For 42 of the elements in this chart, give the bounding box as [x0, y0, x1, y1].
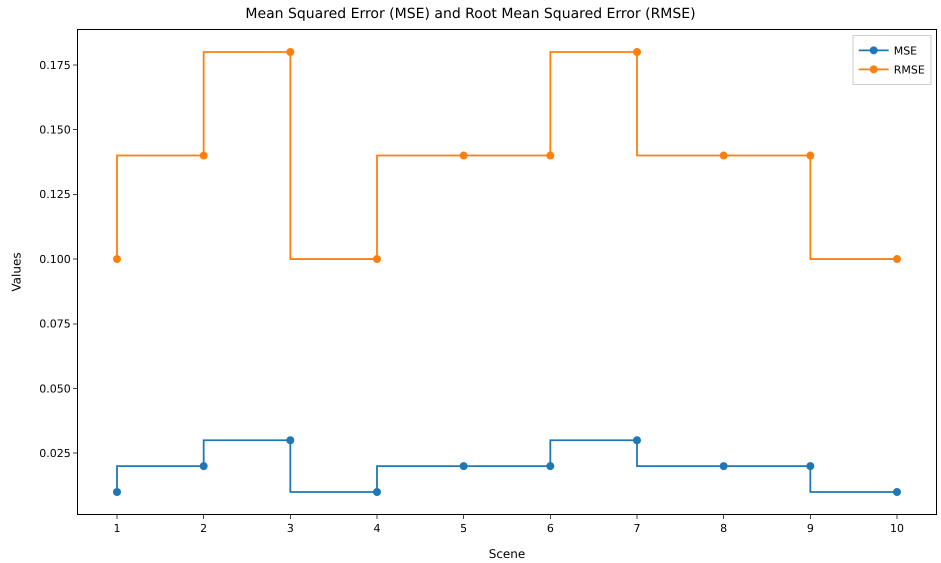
point [373, 488, 381, 496]
point [460, 152, 468, 160]
x-tick-label: 8 [720, 522, 728, 536]
point [546, 462, 554, 470]
y-axis-title: Values [10, 252, 24, 292]
x-tick-label: 5 [460, 522, 468, 536]
x-tick-label: 1 [114, 522, 120, 536]
y-tick-label: 0.175 [39, 58, 71, 72]
point [806, 152, 814, 160]
point [286, 48, 294, 56]
y-tick-label: 0.075 [39, 318, 71, 331]
point [373, 255, 381, 264]
point [893, 488, 901, 496]
x-axis-title: Scene [488, 547, 526, 562]
x-tick-label: 9 [806, 522, 814, 536]
chart-title: Mean Squared Error (MSE) and Root Mean Squared Error (RMSE) [245, 6, 696, 22]
point [893, 255, 901, 264]
y-tick-label: 0.025 [39, 447, 71, 460]
point [806, 462, 814, 470]
point [633, 436, 641, 444]
y-tick-label: 0.050 [39, 382, 71, 396]
point [113, 488, 121, 496]
x-tick-label: 6 [546, 522, 554, 536]
point [200, 462, 208, 470]
point [113, 255, 121, 264]
legend-label: MSE [894, 44, 918, 58]
x-tick-label: 4 [374, 522, 380, 536]
x-tick-label: 3 [286, 522, 294, 536]
point [633, 48, 641, 56]
x-tick-label: 7 [634, 522, 640, 536]
x-tick-label: 2 [200, 522, 208, 536]
point [720, 462, 728, 470]
y-tick-label: 0.125 [39, 188, 71, 202]
point [460, 462, 468, 470]
legend-label: RMSE [894, 64, 925, 77]
point [286, 436, 294, 444]
point [720, 152, 728, 160]
y-tick-label: 0.150 [39, 124, 71, 136]
x-tick-label: 10 [890, 522, 904, 536]
point [546, 152, 554, 160]
point [200, 152, 208, 160]
y-tick-label: 0.100 [39, 252, 71, 266]
